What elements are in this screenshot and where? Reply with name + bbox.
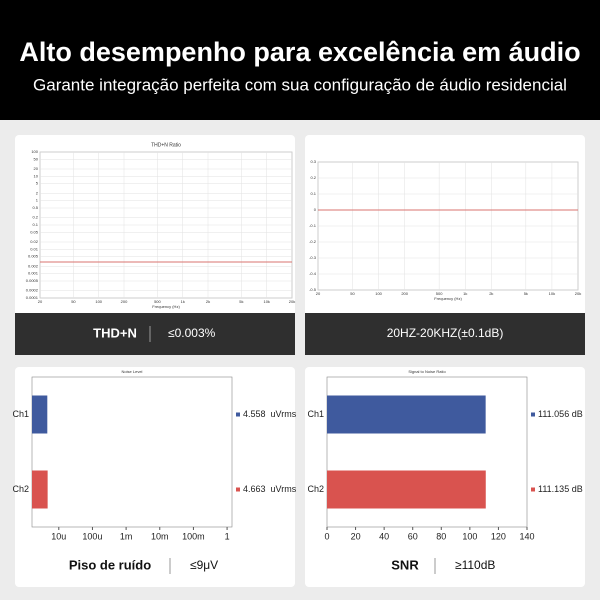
header-bar: [0, 0, 600, 120]
legend-swatch: [531, 487, 535, 492]
caption-value: ≥110dB: [455, 558, 495, 572]
bar: [32, 395, 48, 434]
y-tick-label: 2: [36, 190, 39, 195]
y-tick-label: 10: [34, 173, 39, 178]
y-tick-label: -0.5: [309, 287, 317, 292]
header-title: Alto desempenho para excelência em áudio: [19, 37, 580, 67]
x-tick-label: 100: [375, 291, 382, 296]
caption-bar: [305, 313, 585, 355]
category-label: Ch2: [307, 484, 324, 494]
x-tick-label: 2k: [206, 299, 210, 304]
x-tick-label: 2k: [489, 291, 493, 296]
y-tick-label: 0.1: [310, 191, 316, 196]
y-tick-label: -0.1: [309, 223, 317, 228]
x-tick-label: 80: [436, 531, 446, 541]
bar: [32, 470, 48, 509]
y-tick-label: 20: [34, 166, 39, 171]
y-tick-label: -0.2: [309, 239, 317, 244]
x-tick-label: 60: [408, 531, 418, 541]
y-tick-label: 0.0001: [26, 295, 39, 300]
x-tick-label: 5k: [524, 291, 528, 296]
caption-value: ≤0.003%: [168, 326, 216, 340]
x-tick-label: 100m: [182, 531, 205, 541]
legend-swatch: [531, 412, 535, 417]
legend-swatch: [236, 487, 240, 492]
bar: [327, 470, 486, 509]
y-tick-label: 0.2: [310, 175, 316, 180]
y-tick-label: 5: [36, 181, 39, 186]
value-label: 111.135 dB: [538, 484, 583, 494]
chart-title: Signal to Noise Ratio: [408, 369, 446, 374]
caption-label: THD+N: [93, 325, 137, 340]
caption-label: Piso de ruído: [69, 557, 151, 572]
x-tick-label: 1k: [181, 299, 185, 304]
x-tick-label: 100: [462, 531, 477, 541]
x-tick-label: 100: [95, 299, 102, 304]
x-tick-label: 20k: [289, 299, 295, 304]
header-subtitle: Garante integração perfeita com sua conf…: [33, 75, 567, 94]
x-axis-label: Frequency (Hz): [152, 304, 180, 309]
x-tick-label: 200: [121, 299, 128, 304]
y-tick-label: -0.3: [309, 255, 317, 260]
y-tick-label: 0.0005: [26, 278, 39, 283]
x-tick-label: 200: [401, 291, 408, 296]
category-label: Ch1: [307, 409, 324, 419]
x-tick-label: 10u: [51, 531, 66, 541]
y-tick-label: 0.01: [30, 246, 39, 251]
x-tick-label: 140: [519, 531, 534, 541]
caption-value: 20HZ-20KHZ(±0.1dB): [387, 326, 504, 340]
x-tick-label: 5k: [239, 299, 243, 304]
value-label: 4.558 uVrms: [243, 409, 297, 419]
category-label: Ch2: [12, 484, 29, 494]
y-tick-label: 0.2: [32, 215, 38, 220]
x-tick-label: 1: [225, 531, 230, 541]
y-tick-label: 0.001: [28, 271, 39, 276]
y-tick-label: 0.5: [32, 205, 38, 210]
x-tick-label: 1k: [463, 291, 467, 296]
value-label: 4.663 uVrms: [243, 484, 297, 494]
y-tick-label: 0.02: [30, 239, 39, 244]
chart-title: Noise Level: [122, 369, 143, 374]
x-tick-label: 500: [436, 291, 443, 296]
x-tick-label: 1m: [120, 531, 133, 541]
x-tick-label: 20: [316, 291, 321, 296]
x-tick-label: 50: [350, 291, 355, 296]
plot-area: [31, 376, 233, 528]
x-tick-label: 10k: [263, 299, 269, 304]
legend-swatch: [236, 412, 240, 417]
x-tick-label: 500: [154, 299, 161, 304]
y-tick-label: 1: [36, 198, 39, 203]
y-tick-label: 0.1: [32, 222, 38, 227]
caption-value: ≤9μV: [190, 558, 218, 572]
y-tick-label: 0: [314, 207, 317, 212]
x-tick-label: 10k: [549, 291, 555, 296]
y-tick-label: 0.3: [310, 159, 316, 164]
x-axis-label: Frequency (Hz): [434, 296, 462, 301]
x-tick-label: 120: [491, 531, 506, 541]
x-tick-label: 20k: [575, 291, 581, 296]
x-tick-label: 40: [379, 531, 389, 541]
x-tick-label: 50: [71, 299, 76, 304]
y-tick-label: 0.005: [28, 254, 39, 259]
x-tick-label: 0: [324, 531, 329, 541]
y-tick-label: 0.002: [28, 263, 39, 268]
y-tick-label: -0.4: [309, 271, 317, 276]
x-tick-label: 100u: [82, 531, 102, 541]
bar: [327, 395, 486, 434]
y-tick-label: 100: [31, 149, 38, 154]
y-tick-label: 50: [34, 156, 39, 161]
chart-title: THD+N Ratio: [151, 142, 181, 148]
category-label: Ch1: [12, 409, 29, 419]
value-label: 111.056 dB: [538, 409, 583, 419]
x-tick-label: 20: [351, 531, 361, 541]
caption-label: SNR: [391, 557, 419, 572]
y-tick-label: 0.05: [30, 229, 39, 234]
x-tick-label: 10m: [151, 531, 169, 541]
y-tick-label: 0.0002: [26, 288, 39, 293]
x-tick-label: 20: [38, 299, 43, 304]
caption-bar: [15, 313, 295, 355]
